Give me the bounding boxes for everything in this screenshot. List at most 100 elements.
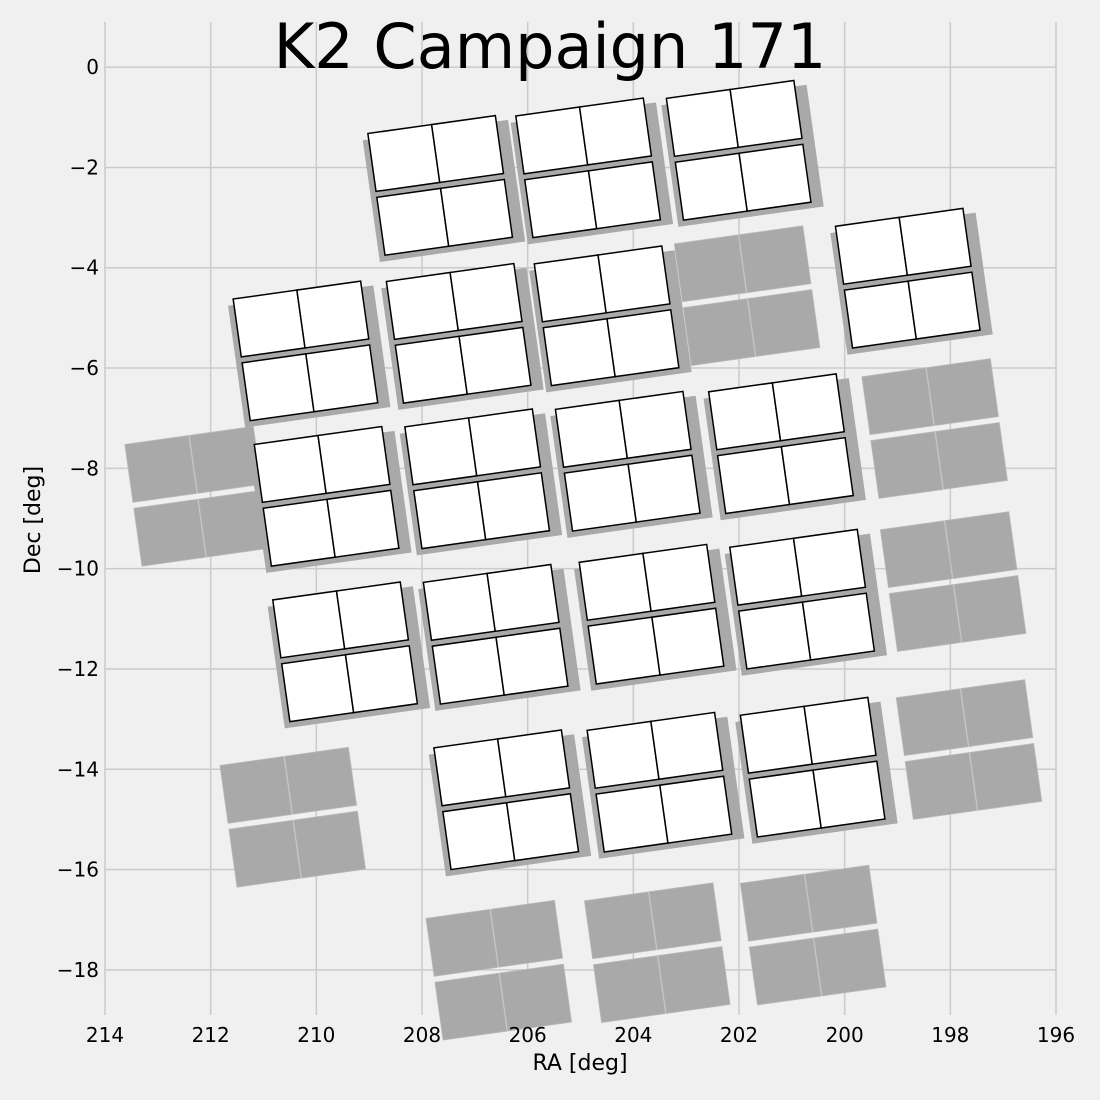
module-on-silicon xyxy=(550,390,713,538)
ccd-channel xyxy=(803,696,877,766)
ccd-channel xyxy=(595,784,669,853)
ccd-channel xyxy=(467,408,542,477)
ccd-channel xyxy=(394,335,469,404)
ccd-channel xyxy=(739,873,813,942)
ccd-channel xyxy=(674,152,749,221)
module-off-silicon xyxy=(219,746,366,888)
ccd-channel xyxy=(813,928,887,997)
y-tick-label: 0 xyxy=(86,55,99,79)
module-on-silicon xyxy=(724,528,888,676)
ccd-channel xyxy=(648,882,722,951)
x-tick-label: 196 xyxy=(1037,1023,1075,1047)
module-on-silicon xyxy=(735,696,898,844)
module-on-silicon xyxy=(582,711,745,859)
ccd-channel xyxy=(133,498,207,567)
ccd-channel xyxy=(587,616,661,685)
ccd-channel xyxy=(586,720,660,790)
ccd-channel xyxy=(563,463,638,532)
ccd-channel xyxy=(433,738,507,807)
ccd-channel xyxy=(505,792,580,862)
y-tick-label: −18 xyxy=(57,958,99,982)
ccd-channel xyxy=(542,317,616,387)
ccd-channel xyxy=(434,972,508,1041)
x-tick-label: 212 xyxy=(192,1023,230,1047)
ccd-channel xyxy=(533,254,608,323)
y-tick-label: −14 xyxy=(57,757,99,781)
ccd-channel xyxy=(738,143,812,212)
y-tick-label: −8 xyxy=(70,456,99,480)
module-off-silicon xyxy=(124,425,271,567)
module-on-silicon xyxy=(267,581,431,729)
x-tick-label: 214 xyxy=(86,1023,124,1047)
ccd-channel xyxy=(367,123,441,193)
ccd-channel xyxy=(969,743,1043,811)
ccd-channel xyxy=(888,584,962,652)
ccd-channel xyxy=(496,729,571,798)
module-on-silicon xyxy=(510,97,674,245)
ccd-modules xyxy=(124,79,1043,1041)
ccd-channel xyxy=(486,563,560,633)
module-off-silicon xyxy=(739,864,887,1006)
ccd-channel xyxy=(271,590,346,659)
ccd-channel xyxy=(523,169,598,239)
y-tick-label: −2 xyxy=(70,155,99,179)
ccd-channel xyxy=(737,601,812,670)
ccd-channel xyxy=(578,97,653,166)
ccd-channel xyxy=(335,581,410,650)
ccd-channel xyxy=(587,161,662,230)
module-on-silicon xyxy=(574,543,737,691)
ccd-channel xyxy=(729,79,803,149)
ccd-channel xyxy=(651,607,725,676)
y-tick-label: −12 xyxy=(57,657,99,681)
module-on-silicon xyxy=(428,729,592,877)
ccd-channel xyxy=(439,178,514,248)
y-tick-labels: 0 −2 −4 −6 −8 −10 −12 −14 −16 −18 xyxy=(57,55,99,982)
ccd-channel xyxy=(584,891,657,960)
ccd-channel xyxy=(658,775,733,844)
ccd-channel xyxy=(490,899,564,968)
x-tick-label: 202 xyxy=(720,1023,758,1047)
ccd-channel xyxy=(597,245,671,314)
ccd-channel xyxy=(431,636,506,705)
ccd-channel xyxy=(804,864,878,933)
ccd-channel xyxy=(879,520,953,589)
ccd-channel xyxy=(801,592,876,661)
module-on-silicon xyxy=(661,79,824,227)
ccd-channel xyxy=(747,289,821,357)
module-off-silicon xyxy=(895,679,1043,820)
ccd-channel xyxy=(262,498,336,567)
ccd-channel xyxy=(280,653,355,723)
ccd-channel xyxy=(792,528,867,598)
ccd-channel xyxy=(404,417,478,486)
module-on-silicon xyxy=(228,280,391,428)
ccd-channel xyxy=(554,399,629,469)
ccd-channel xyxy=(499,963,573,1032)
ccd-channel xyxy=(748,769,823,838)
module-on-silicon xyxy=(529,245,692,393)
ccd-channel xyxy=(326,489,400,559)
ccd-channel xyxy=(124,435,198,503)
ccd-channel xyxy=(305,344,379,413)
module-off-silicon xyxy=(425,899,573,1041)
ccd-channel xyxy=(650,711,724,781)
ccd-channel xyxy=(317,425,391,495)
module-off-silicon xyxy=(584,882,731,1023)
x-tick-labels: 214 212 210 208 206 204 202 200 198 196 xyxy=(86,1023,1075,1047)
ccd-channel xyxy=(296,280,370,349)
ccd-channel xyxy=(716,445,791,515)
module-on-silicon xyxy=(362,114,526,262)
y-tick-label: −10 xyxy=(57,557,99,581)
ccd-channel xyxy=(606,308,680,378)
ccd-channel xyxy=(935,422,1008,490)
module-on-silicon xyxy=(249,425,412,573)
ccd-channel xyxy=(458,326,532,396)
module-on-silicon xyxy=(830,207,993,355)
ccd-channel xyxy=(904,752,978,820)
ccd-channel xyxy=(780,436,855,506)
x-tick-label: 204 xyxy=(614,1023,652,1047)
ccd-channel xyxy=(253,434,328,504)
ccd-channel xyxy=(228,819,302,888)
ccd-channel xyxy=(665,88,740,158)
module-on-silicon xyxy=(703,373,866,521)
